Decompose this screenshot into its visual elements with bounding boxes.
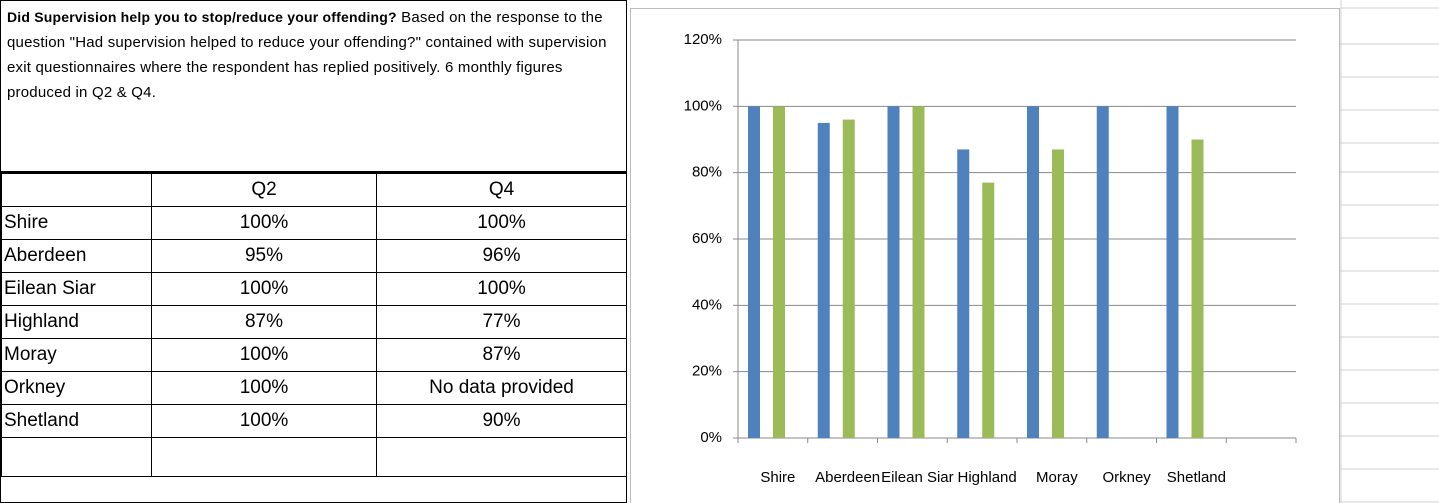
table-cell: Eilean Siar <box>1 272 152 306</box>
bar <box>773 106 785 438</box>
table: Q2 Q4 Shire 100% 100% Aberdeen 95% 96% Eilean S… <box>1 173 627 477</box>
header-row: Q2 Q4 <box>1 173 627 207</box>
table-cell: 100% <box>151 206 377 240</box>
description-text: Based on the response to the question "H… <box>7 9 607 101</box>
table-cell: 77% <box>376 305 627 339</box>
y-tick-label: 60% <box>692 230 722 247</box>
y-tick-label: 100% <box>684 97 722 114</box>
table-cell: No data provided <box>376 371 627 405</box>
table-cell: 100% <box>151 272 377 306</box>
table-row: Shetland 100% 90% <box>1 404 627 438</box>
table-row <box>1 437 627 477</box>
bar <box>842 119 855 438</box>
table-row: Highland 87% 77% <box>1 305 627 339</box>
bar <box>887 106 900 438</box>
table-cell <box>151 437 377 477</box>
bar <box>1096 106 1109 438</box>
y-tick-label: 0% <box>700 429 722 446</box>
table-panel: Did Supervision help you to stop/reduce … <box>0 0 627 503</box>
y-tick-label: 40% <box>692 296 722 313</box>
table-row: Moray 100% 87% <box>1 338 627 372</box>
x-tick-label: Aberdeen <box>815 469 880 486</box>
table-row: Shire 100% 100% <box>1 206 627 240</box>
table-cell <box>1 437 152 477</box>
y-tick-label: 120% <box>684 31 722 48</box>
chart: 0% 20% 40% 60% 80% 100% 120% Shire Aberdeen Eilea… <box>630 8 1340 503</box>
table-cell: Moray <box>1 338 152 372</box>
bar <box>1166 106 1179 438</box>
table-cell: Shire <box>1 206 152 240</box>
description: Did Supervision help you to stop/reduce … <box>1 1 626 173</box>
table-cell: 87% <box>376 338 627 372</box>
table-cell: Aberdeen <box>1 239 152 273</box>
bar <box>817 122 830 439</box>
table-cell: 87% <box>151 305 377 339</box>
bar <box>1027 106 1039 438</box>
table-cell: 96% <box>376 239 627 273</box>
bar <box>1052 149 1064 438</box>
bar <box>1191 139 1204 438</box>
x-tick-label: Shire <box>760 469 795 486</box>
sheet-grid <box>1340 0 1439 503</box>
x-tick-label: Highland <box>958 469 1017 486</box>
table-cell: 95% <box>151 239 377 273</box>
header-cell: Q4 <box>376 173 627 207</box>
x-tick-label: Eilean Siar <box>881 469 954 486</box>
bar <box>957 149 970 438</box>
table-cell: Orkney <box>1 371 152 405</box>
description-heading: Did Supervision help you to stop/reduce … <box>7 9 397 25</box>
table-cell: 100% <box>151 371 377 405</box>
x-tick-label: Orkney <box>1102 469 1151 486</box>
table-row: Orkney 100% No data provided <box>1 371 627 405</box>
header-cell <box>1 173 152 207</box>
bar <box>748 106 760 438</box>
table-cell <box>376 437 627 477</box>
table-cell: 100% <box>376 206 627 240</box>
header-cell: Q2 <box>151 173 377 207</box>
table-cell: 100% <box>151 338 377 372</box>
table-cell: 90% <box>376 404 627 438</box>
table-cell: 100% <box>151 404 377 438</box>
table-cell: Shetland <box>1 404 152 438</box>
x-tick-label: Shetland <box>1167 469 1226 486</box>
table-cell: Highland <box>1 305 152 339</box>
table-row: Eilean Siar 100% 100% <box>1 272 627 306</box>
y-tick-label: 20% <box>692 363 722 380</box>
table-row: Aberdeen 95% 96% <box>1 239 627 273</box>
bar <box>982 182 995 438</box>
y-tick-label: 80% <box>692 164 722 181</box>
x-tick-label: Moray <box>1036 469 1078 486</box>
sheet-lines <box>1340 0 1439 503</box>
table-cell: 100% <box>376 272 627 306</box>
bar <box>912 106 925 438</box>
